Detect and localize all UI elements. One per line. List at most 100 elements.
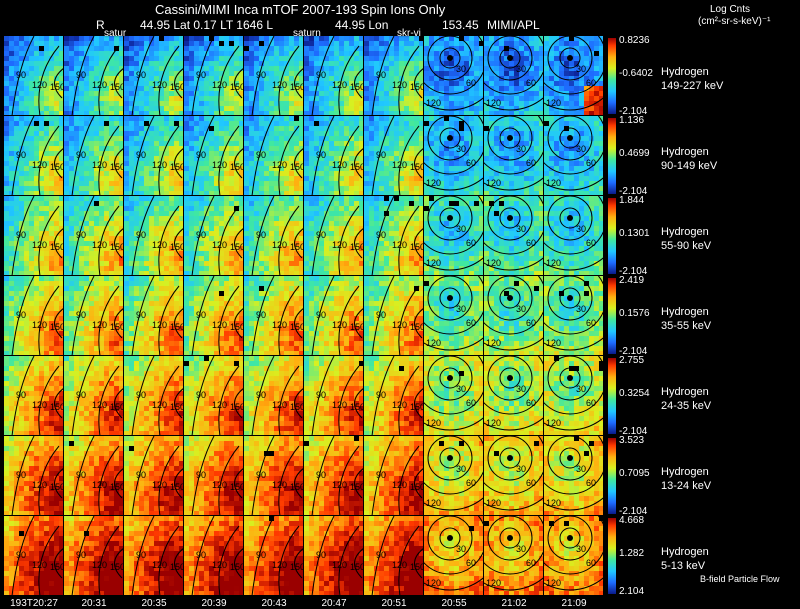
header-r-label: R	[96, 18, 105, 32]
flux-image-cell: 90 120 150	[64, 36, 124, 116]
flux-image-cell: 30 60 120	[544, 116, 604, 196]
satur-label: satur	[104, 28, 127, 39]
flux-image-cell: 90 120 150	[364, 116, 424, 196]
svg-text:30: 30	[456, 144, 466, 154]
svg-text:150: 150	[50, 82, 64, 92]
species-label: Hydrogen	[661, 466, 709, 478]
flux-image-cell: 30 60 120	[424, 516, 484, 596]
svg-text:120: 120	[212, 240, 227, 250]
flux-image-cell: 90 120 150	[124, 276, 184, 356]
flux-image-cell: 90 120 150	[124, 516, 184, 596]
flux-image-cell: 90 120 150	[304, 116, 364, 196]
skr-label: skr-vi	[397, 28, 421, 39]
flux-image-cell: 90 120 150	[124, 196, 184, 276]
flux-image-cell: 90 120 150	[64, 436, 124, 516]
flux-image-cell: 30 60 120	[424, 276, 484, 356]
flux-image-cell: 90 120 150	[364, 516, 424, 596]
flux-image-cell: 90 120 150	[304, 36, 364, 116]
colorbar-max: 1.844	[619, 195, 645, 206]
svg-text:120: 120	[546, 178, 561, 188]
image-grid: 90 120 150 90 120 150 90 120 150 90 120 150 90 120 150…	[4, 36, 604, 596]
svg-text:150: 150	[410, 162, 424, 172]
flux-image-cell: 90 120 150	[244, 196, 304, 276]
svg-text:120: 120	[272, 80, 287, 90]
svg-text:30: 30	[516, 64, 526, 74]
species-label: Hydrogen	[661, 226, 709, 238]
species-label: Hydrogen	[661, 546, 709, 558]
svg-text:150: 150	[350, 82, 364, 92]
svg-text:120: 120	[426, 98, 441, 108]
flux-image-cell: 30 60 120	[484, 196, 544, 276]
colorbar-max: 1.136	[619, 115, 645, 126]
flux-image-cell: 90 120 150	[304, 196, 364, 276]
svg-text:120: 120	[152, 80, 167, 90]
svg-text:90: 90	[376, 70, 386, 80]
units-title: Log Cnts	[710, 4, 751, 15]
svg-text:120: 120	[392, 80, 407, 90]
flux-image-cell: 30 60 120	[484, 36, 544, 116]
svg-text:150: 150	[290, 162, 304, 172]
flux-image-cell: 90 120 150	[4, 116, 64, 196]
flux-image-cell: 90 120 150	[364, 196, 424, 276]
svg-text:90: 90	[316, 70, 326, 80]
flux-image-cell: 90 120 150	[184, 196, 244, 276]
colorbar-mid: -0.6402	[619, 68, 653, 79]
svg-text:120: 120	[32, 160, 47, 170]
colorbar-1	[608, 118, 616, 194]
flux-image-cell: 30 60 120	[484, 356, 544, 436]
flux-image-cell: 90 120 150	[364, 276, 424, 356]
flux-image-cell: 90 120 150	[304, 516, 364, 596]
flux-image-cell: 30 60 120	[484, 436, 544, 516]
plot-title: Cassini/MIMI Inca mTOF 2007-193 Spin Ion…	[155, 2, 446, 17]
energy-label: 5-13 keV	[661, 560, 706, 572]
time-label: 20:43	[261, 598, 287, 609]
svg-text:120: 120	[212, 80, 227, 90]
time-label: 20:51	[381, 598, 407, 609]
svg-text:120: 120	[332, 160, 347, 170]
svg-text:60: 60	[466, 158, 476, 168]
svg-text:150: 150	[230, 82, 244, 92]
flux-image-cell: 90 120 150	[364, 36, 424, 116]
colorbar-min: -2.104	[619, 266, 648, 277]
header-instrument: MIMI/APL	[487, 18, 540, 32]
time-label: 20:39	[201, 598, 227, 609]
flux-image-cell: 90 120 150	[124, 436, 184, 516]
colorbar-mid: 1.282	[619, 548, 645, 559]
units-label: (cm²-sr-s-keV)⁻¹	[698, 16, 771, 27]
svg-text:120: 120	[152, 160, 167, 170]
svg-text:150: 150	[350, 162, 364, 172]
svg-text:120: 120	[92, 240, 107, 250]
svg-text:120: 120	[32, 240, 47, 250]
svg-text:150: 150	[230, 162, 244, 172]
header-lon-value: 153.45	[442, 18, 479, 32]
flux-image-cell: 90 120 150	[364, 436, 424, 516]
colorbar-mid: 0.4699	[619, 148, 650, 159]
svg-text:90: 90	[16, 230, 26, 240]
colorbar-6	[608, 518, 616, 594]
flux-image-cell: 90 120 150	[4, 516, 64, 596]
colorbar-3	[608, 278, 616, 354]
colorbar-min: 2.104	[619, 586, 645, 597]
flux-image-cell: 90 120 150	[184, 436, 244, 516]
colorbar-min: -2.104	[619, 426, 648, 437]
